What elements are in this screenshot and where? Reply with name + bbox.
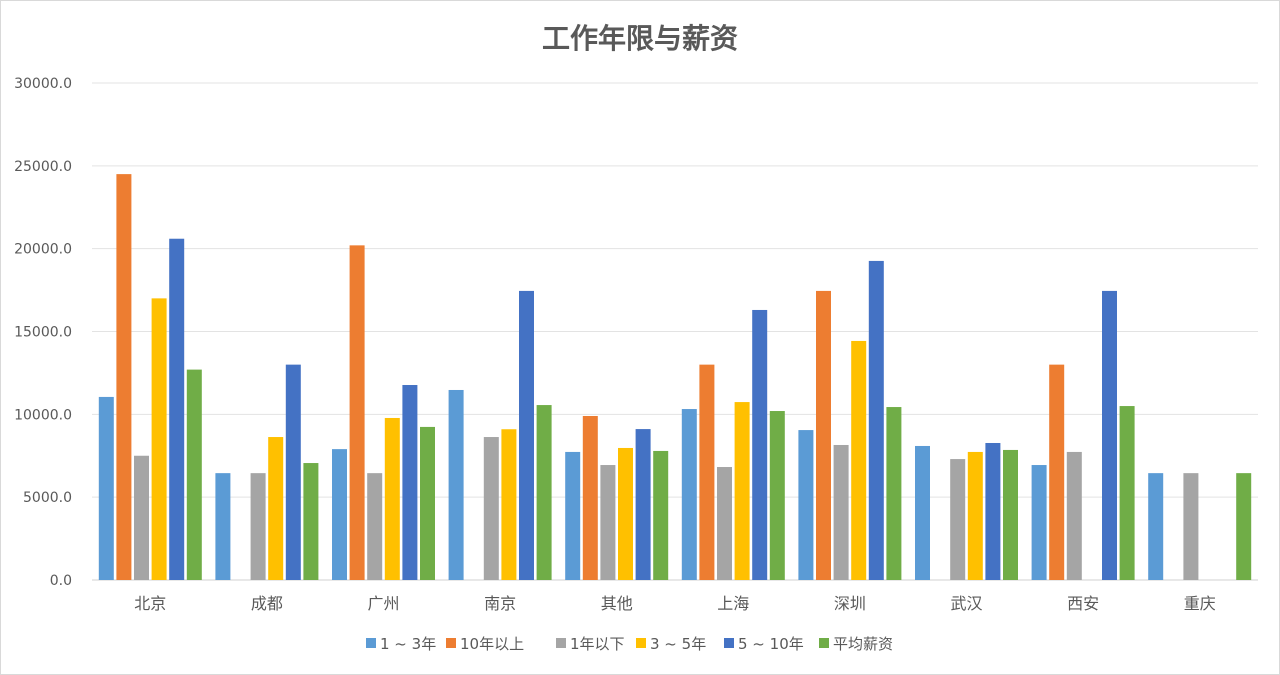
bar bbox=[734, 402, 750, 580]
legend-swatch bbox=[636, 638, 646, 648]
bar bbox=[950, 459, 966, 580]
bar bbox=[420, 426, 435, 580]
bar bbox=[798, 430, 814, 580]
bar bbox=[250, 473, 266, 580]
bar bbox=[1148, 473, 1164, 580]
bar bbox=[1236, 473, 1252, 580]
legend-label: 1年以下 bbox=[570, 635, 625, 653]
bar bbox=[332, 449, 347, 580]
legend-label: 平均薪资 bbox=[833, 635, 893, 653]
bar bbox=[349, 245, 365, 580]
bar bbox=[653, 450, 669, 580]
y-tick-label: 10000.0 bbox=[14, 407, 72, 423]
bar bbox=[116, 174, 132, 580]
bar bbox=[833, 444, 849, 580]
x-tick-label: 广州 bbox=[367, 594, 399, 613]
bar bbox=[384, 417, 400, 580]
bar bbox=[618, 447, 633, 580]
bar bbox=[285, 364, 301, 580]
bar bbox=[448, 389, 464, 580]
bar bbox=[519, 290, 534, 580]
bar bbox=[600, 465, 616, 580]
legend-swatch bbox=[446, 638, 456, 648]
bar bbox=[1003, 449, 1018, 580]
bar bbox=[1183, 473, 1199, 580]
legend-label: 5 ~ 10年 bbox=[738, 635, 804, 653]
bar bbox=[186, 369, 202, 580]
y-tick-label: 30000.0 bbox=[14, 76, 72, 92]
x-tick-label: 深圳 bbox=[834, 594, 866, 613]
x-tick-label: 重庆 bbox=[1184, 594, 1216, 613]
legend-swatch bbox=[366, 638, 376, 648]
bar bbox=[98, 396, 114, 580]
x-tick-label: 成都 bbox=[251, 594, 283, 613]
bar bbox=[536, 405, 552, 580]
bar bbox=[151, 298, 167, 580]
bar bbox=[215, 473, 231, 580]
bar bbox=[681, 409, 697, 580]
legend-swatch bbox=[724, 638, 734, 648]
y-tick-label: 0.0 bbox=[50, 573, 72, 589]
x-tick-label: 西安 bbox=[1067, 594, 1099, 613]
x-tick-label: 南京 bbox=[484, 594, 516, 613]
bar bbox=[303, 463, 319, 580]
y-tick-label: 5000.0 bbox=[23, 490, 72, 506]
x-tick-label: 其他 bbox=[601, 594, 633, 613]
bar bbox=[1049, 364, 1065, 580]
bar bbox=[1119, 406, 1135, 580]
y-tick-label: 20000.0 bbox=[14, 242, 72, 258]
legend-label: 10年以上 bbox=[460, 635, 524, 653]
bar bbox=[752, 309, 768, 580]
bar bbox=[1066, 451, 1082, 580]
bar bbox=[769, 411, 785, 580]
bar bbox=[851, 340, 867, 580]
legend-label: 3 ~ 5年 bbox=[650, 635, 706, 653]
legend-swatch bbox=[556, 638, 566, 648]
chart-title: 工作年限与薪资 bbox=[542, 22, 738, 55]
x-tick-label: 武汉 bbox=[950, 594, 982, 613]
x-tick-label: 北京 bbox=[134, 594, 166, 613]
legend-swatch bbox=[819, 638, 829, 648]
bar bbox=[886, 407, 902, 580]
bar bbox=[915, 445, 930, 580]
bar bbox=[367, 473, 383, 580]
bar bbox=[985, 442, 1001, 580]
bar bbox=[699, 364, 715, 580]
legend-label: 1 ~ 3年 bbox=[380, 635, 436, 653]
bar bbox=[402, 385, 418, 580]
bar bbox=[169, 238, 185, 580]
y-tick-label: 15000.0 bbox=[14, 325, 72, 341]
bar bbox=[635, 429, 651, 580]
bar bbox=[1102, 290, 1117, 580]
bar bbox=[134, 455, 149, 580]
bar bbox=[816, 290, 831, 580]
bar bbox=[501, 429, 517, 580]
bar bbox=[967, 451, 983, 580]
bar bbox=[565, 451, 581, 580]
bar bbox=[1031, 465, 1047, 580]
x-tick-label: 上海 bbox=[717, 594, 749, 613]
bar bbox=[582, 415, 598, 580]
bar bbox=[483, 437, 499, 580]
bar bbox=[268, 437, 284, 580]
bar bbox=[717, 467, 732, 580]
y-tick-label: 25000.0 bbox=[14, 159, 72, 175]
bar bbox=[868, 260, 884, 580]
